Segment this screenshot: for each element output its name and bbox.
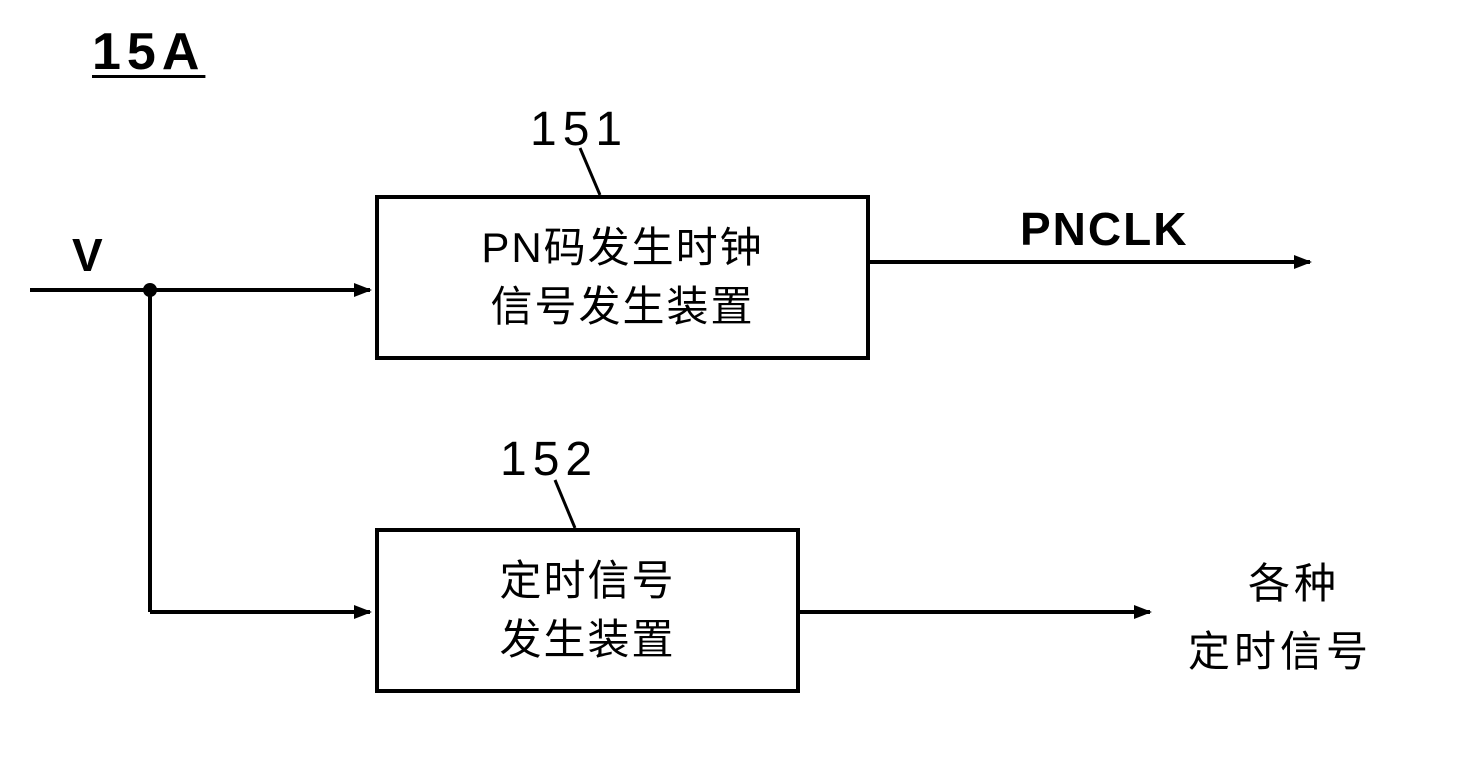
- block-152-line1: 定时信号: [499, 552, 675, 611]
- block-151: PN码发生时钟 信号发生装置: [375, 195, 870, 360]
- figure-title: 15A: [92, 22, 205, 82]
- output-bottom-line1: 各种: [1248, 550, 1340, 611]
- block-diagram: 15A V 151 PN码发生时钟 信号发生装置 PNCLK 152 定时信号 …: [0, 0, 1472, 776]
- input-label-v: V: [72, 228, 103, 282]
- block-152-ref: 152: [500, 432, 598, 487]
- output-bottom-line2: 定时信号: [1188, 618, 1372, 679]
- block-151-line1: PN码发生时钟: [481, 219, 763, 278]
- block-151-ref: 151: [530, 102, 628, 157]
- block-152: 定时信号 发生装置: [375, 528, 800, 693]
- block-152-line2: 发生装置: [499, 611, 675, 670]
- block-151-line2: 信号发生装置: [490, 278, 754, 337]
- output-pnclk: PNCLK: [1020, 202, 1188, 256]
